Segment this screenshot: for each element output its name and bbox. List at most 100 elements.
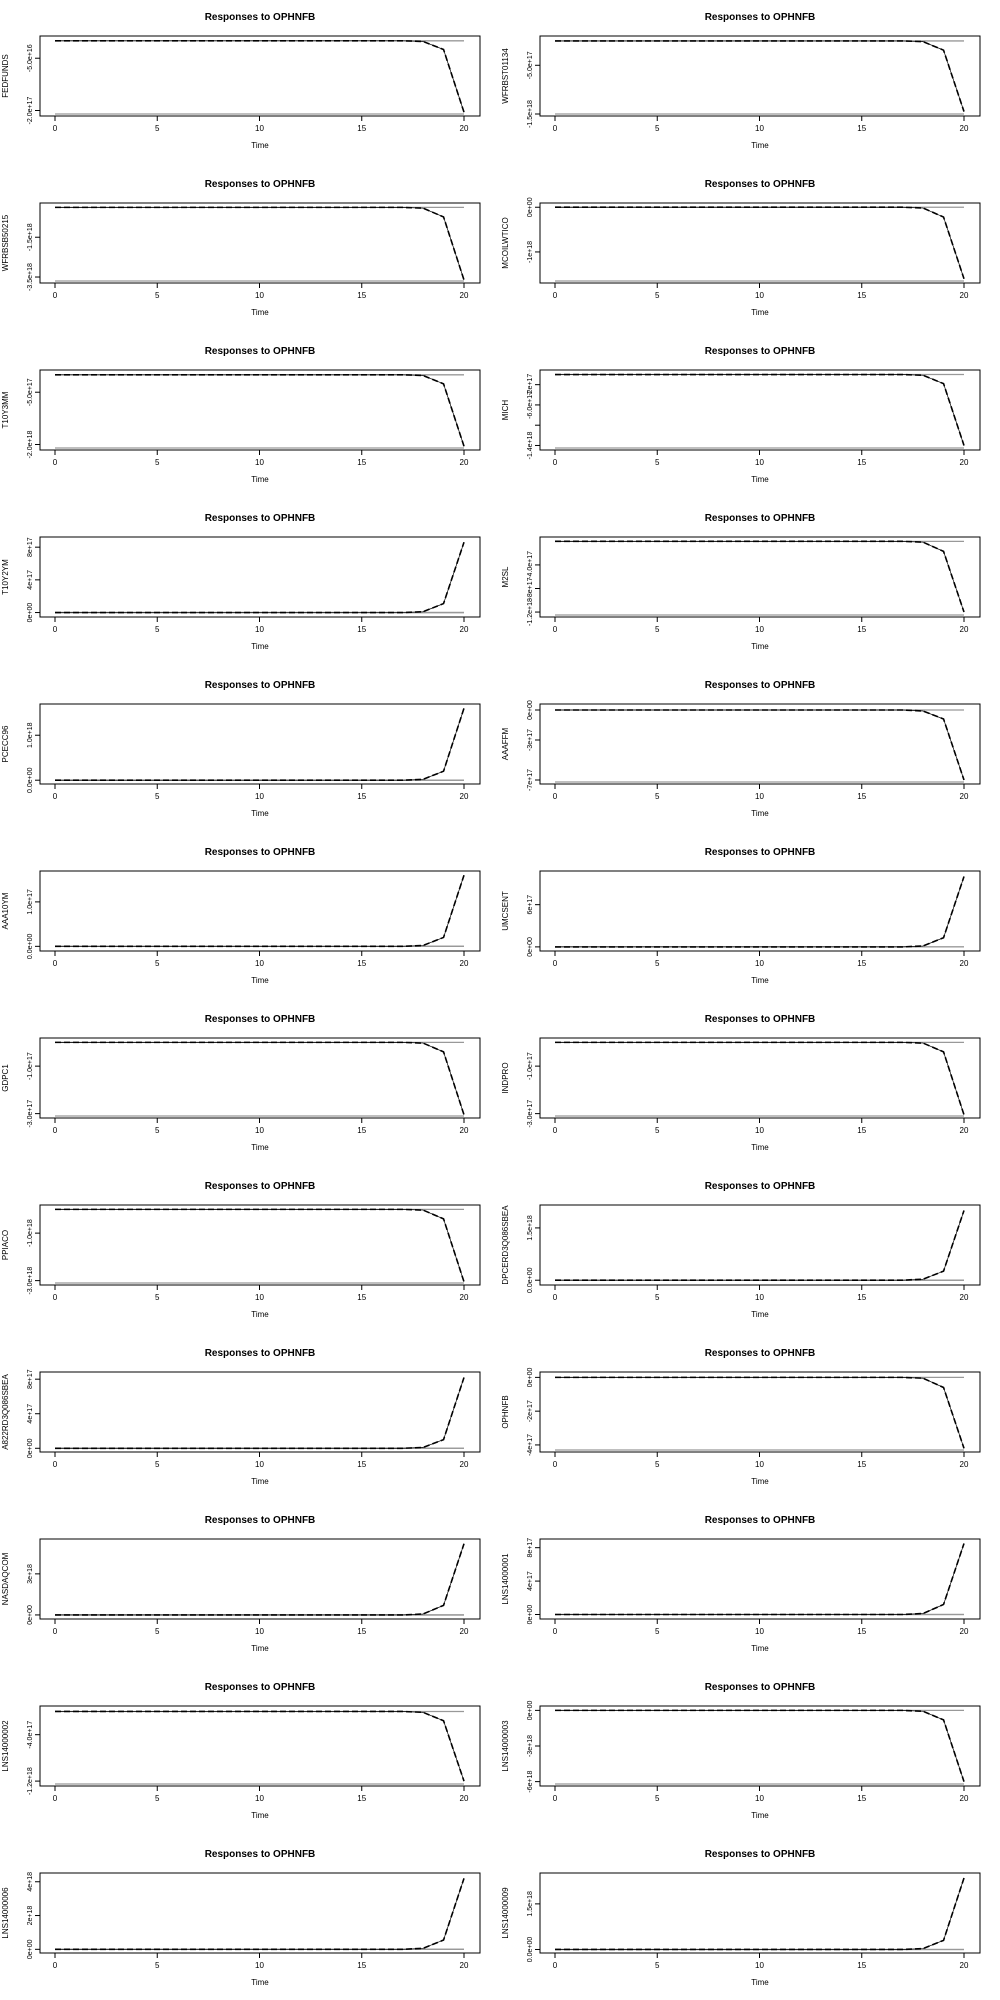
- x-tick-label: 5: [155, 1627, 160, 1636]
- y-tick-label: -1.2e+18: [527, 598, 534, 626]
- x-tick-label: 5: [155, 124, 160, 133]
- y-tick-label: 1.5e+18: [527, 1215, 534, 1241]
- y-tick-label: -1.0e+17: [27, 1052, 34, 1080]
- response-line-solid: [555, 1042, 965, 1115]
- x-tick-label: 10: [755, 1627, 764, 1636]
- x-tick-label: 20: [960, 1794, 969, 1803]
- x-tick-label: 10: [755, 1293, 764, 1302]
- x-tick-label: 0: [553, 1961, 558, 1970]
- y-tick-label: -1e+18: [527, 241, 534, 263]
- plot-frame: [539, 1538, 981, 1620]
- y-axis-label: NASDAQCOM: [1, 1552, 10, 1605]
- x-tick-label: 5: [155, 1794, 160, 1803]
- y-axis-label: LNS14000002: [1, 1720, 10, 1772]
- chart-title: Responses to OPHNFB: [205, 1849, 316, 1860]
- y-tick-label: 4e+17: [27, 570, 34, 590]
- y-axis-label: FEDFUNDS: [1, 54, 10, 98]
- x-tick-label: 10: [755, 1961, 764, 1970]
- y-tick-label: -3.0e+17: [527, 1100, 534, 1128]
- chart-title: Responses to OPHNFB: [705, 847, 816, 858]
- y-tick-label: -1.0e+18: [27, 1219, 34, 1247]
- x-tick-label: 0: [53, 1126, 58, 1135]
- x-axis-label: Time: [751, 1811, 769, 1820]
- x-tick-label: 15: [857, 458, 866, 467]
- plot-frame: [539, 202, 981, 284]
- x-axis-label: Time: [751, 1477, 769, 1486]
- response-line-solid: [555, 541, 965, 613]
- response-line-solid: [55, 207, 465, 281]
- x-axis-label: Time: [751, 642, 769, 651]
- x-tick-label: 15: [357, 1961, 366, 1970]
- chart-title: Responses to OPHNFB: [205, 1348, 316, 1359]
- chart-title: Responses to OPHNFB: [205, 1181, 316, 1192]
- x-tick-label: 10: [255, 959, 264, 968]
- chart-title: Responses to OPHNFB: [705, 1515, 816, 1526]
- x-axis-label: Time: [251, 1811, 269, 1820]
- response-line: [55, 1878, 465, 1951]
- x-axis-label: Time: [751, 141, 769, 150]
- y-tick-label: 0e+00: [527, 197, 534, 217]
- response-line: [55, 542, 465, 614]
- y-axis-label: PCECC96: [1, 725, 10, 762]
- plot-frame: [39, 536, 481, 618]
- chart-title: Responses to OPHNFB: [205, 12, 316, 23]
- y-tick-label: -2.0e+17: [27, 96, 34, 124]
- response-line-solid: [555, 1210, 965, 1281]
- response-line-solid: [555, 876, 965, 948]
- y-tick-label: -3.0e+17: [27, 1100, 34, 1128]
- y-tick-label: -2.0e+18: [27, 430, 34, 458]
- x-tick-label: 15: [357, 625, 366, 634]
- response-line-solid: [555, 1377, 965, 1449]
- chart-title: Responses to OPHNFB: [705, 1849, 816, 1860]
- x-axis-label: Time: [251, 1644, 269, 1653]
- plot-frame: [539, 536, 981, 618]
- response-line: [555, 1210, 965, 1282]
- y-tick-label: 0e+00: [27, 1939, 34, 1959]
- response-line-solid: [55, 1711, 465, 1782]
- chart-title: Responses to OPHNFB: [705, 680, 816, 691]
- y-tick-label: 4e+17: [527, 1571, 534, 1591]
- x-tick-label: 0: [553, 959, 558, 968]
- x-tick-label: 10: [255, 1961, 264, 1970]
- x-tick-label: 5: [655, 1293, 660, 1302]
- y-axis-label: WFRBST01134: [501, 48, 510, 104]
- x-tick-label: 10: [255, 1794, 264, 1803]
- x-tick-label: 0: [53, 1961, 58, 1970]
- plot-frame: [539, 1872, 981, 1954]
- y-tick-label: 2e+18: [27, 1906, 34, 1926]
- x-tick-label: 5: [155, 792, 160, 801]
- x-tick-label: 0: [53, 792, 58, 801]
- x-tick-label: 20: [460, 458, 469, 467]
- x-tick-label: 5: [655, 792, 660, 801]
- y-tick-label: 6e+17: [527, 895, 534, 915]
- y-tick-label: 4e+17: [27, 1404, 34, 1424]
- response-line-solid: [55, 1377, 465, 1449]
- chart-title: Responses to OPHNFB: [205, 1014, 316, 1025]
- x-tick-label: 5: [655, 959, 660, 968]
- response-line-solid: [55, 40, 465, 113]
- x-tick-label: 10: [755, 1126, 764, 1135]
- x-tick-label: 15: [357, 124, 366, 133]
- y-tick-label: 0e+00: [527, 937, 534, 957]
- x-axis-label: Time: [751, 1310, 769, 1319]
- response-line: [555, 373, 965, 446]
- x-tick-label: 5: [155, 625, 160, 634]
- x-tick-label: 10: [255, 625, 264, 634]
- y-axis-label: MICH: [501, 400, 510, 421]
- x-tick-label: 5: [155, 458, 160, 467]
- chart-title: Responses to OPHNFB: [705, 1181, 816, 1192]
- response-line-solid: [555, 1877, 965, 1950]
- x-tick-label: 0: [53, 458, 58, 467]
- x-axis-label: Time: [251, 141, 269, 150]
- plot-frame: [539, 35, 981, 117]
- x-axis-label: Time: [751, 1978, 769, 1987]
- chart-title: Responses to OPHNFB: [205, 513, 316, 524]
- y-axis-label: DPCERD3Q086SBEA: [501, 1205, 510, 1285]
- x-tick-label: 0: [553, 291, 558, 300]
- x-tick-label: 20: [460, 1126, 469, 1135]
- x-tick-label: 10: [255, 124, 264, 133]
- plot-frame: [539, 369, 981, 451]
- x-tick-label: 20: [960, 1627, 969, 1636]
- x-tick-label: 0: [553, 1794, 558, 1803]
- x-tick-label: 5: [655, 1794, 660, 1803]
